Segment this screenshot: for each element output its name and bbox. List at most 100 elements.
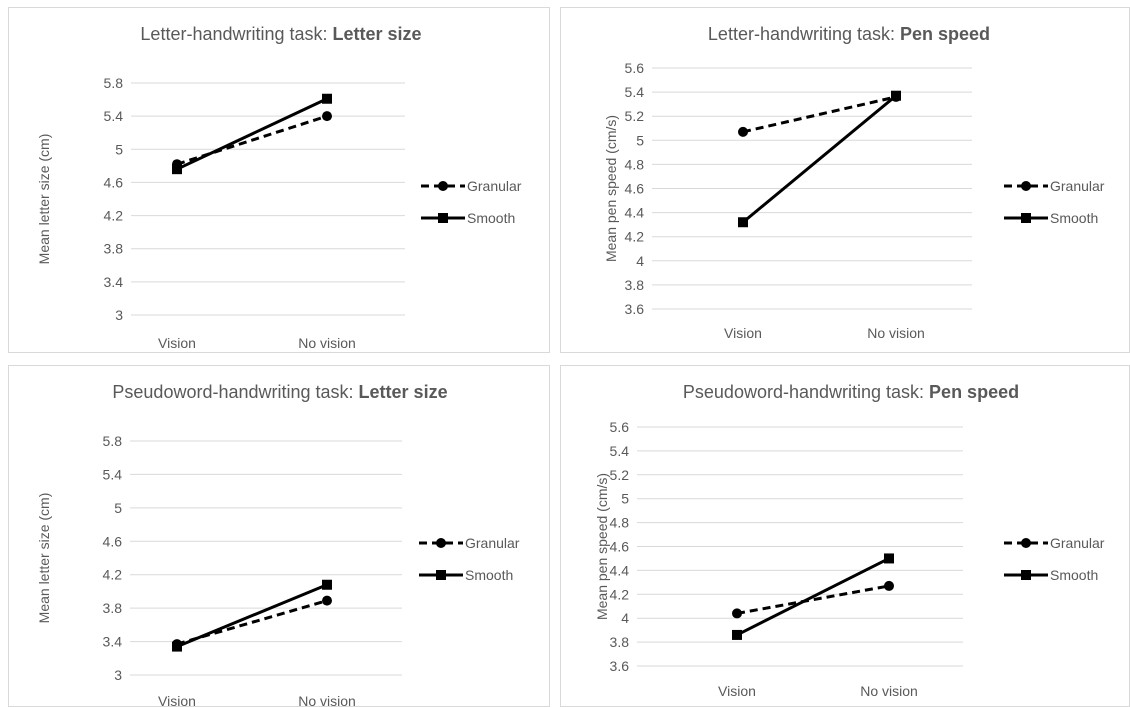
y-axis-label: Mean letter size (cm) [36, 134, 52, 265]
y-tick-label: 5 [621, 491, 629, 507]
y-tick-label: 5.4 [625, 84, 645, 100]
chart-title: Letter-handwriting task: Letter size [140, 24, 421, 44]
series-line-smooth [742, 94, 897, 224]
data-point-granular [322, 595, 332, 606]
legend-marker-granular [436, 538, 446, 548]
y-tick-label: 5.4 [610, 443, 630, 459]
chart-panel-letter-size-letter-task: Letter-handwriting task: Letter size 3 3.4… [8, 7, 550, 353]
y-tick-label: 5.2 [610, 467, 630, 483]
legend-marker-smooth [438, 213, 448, 223]
y-tick-label: 4 [636, 253, 644, 269]
y-tick-label: 5.4 [104, 108, 124, 124]
chart-title-prefix: Letter-handwriting task: [140, 24, 332, 44]
y-tick-label: 3 [115, 307, 123, 323]
chart-title-prefix: Letter-handwriting task: [708, 24, 900, 44]
chart-panel-pen-speed-letter-task: Letter-handwriting task: Pen speed 3.6 3.8… [560, 7, 1130, 353]
x-tick-label: Vision [158, 693, 196, 707]
legend-marker-granular [438, 181, 448, 191]
y-tick-label: 4.4 [610, 562, 630, 578]
x-tick-label: Vision [158, 335, 196, 351]
chart-title: Pseudoword-handwriting task: Letter size [112, 382, 447, 402]
y-tick-label: 4.8 [610, 515, 630, 531]
data-point-smooth [172, 641, 182, 652]
chart-title-bold: Pen speed [929, 382, 1019, 402]
legend-label-granular: Granular [1050, 535, 1105, 551]
legend-label-granular: Granular [1050, 178, 1105, 194]
data-point-smooth [172, 164, 182, 175]
y-tick-label: 3.6 [625, 301, 645, 317]
data-point-granular [738, 126, 748, 137]
legend-marker-smooth [1021, 213, 1031, 223]
series-line-granular [736, 584, 890, 615]
legend-label-smooth: Smooth [1050, 210, 1098, 226]
series-line-smooth [736, 557, 890, 637]
data-point-smooth [732, 629, 742, 640]
x-tick-label: Vision [724, 325, 762, 341]
y-tick-label: 4.2 [625, 229, 645, 245]
y-axis-label: Mean letter size (cm) [36, 493, 52, 624]
chart-panel-pen-speed-pseudoword-task: Pseudoword-handwriting task: Pen speed 3.… [560, 365, 1130, 707]
x-tick-label: No vision [298, 335, 356, 351]
y-tick-label: 4.2 [103, 567, 123, 583]
y-tick-label: 3.8 [625, 277, 645, 293]
y-tick-label: 5.6 [610, 419, 630, 435]
legend-marker-granular [1021, 538, 1031, 548]
chart-title-prefix: Pseudoword-handwriting task: [112, 382, 358, 402]
y-tick-label: 4.2 [610, 586, 630, 602]
series-line-smooth [176, 97, 328, 171]
y-tick-label: 5.8 [103, 433, 123, 449]
y-tick-label: 4.6 [104, 174, 124, 190]
y-tick-label: 4.8 [625, 156, 645, 172]
y-tick-label: 5 [636, 132, 644, 148]
chart-svg: Letter-handwriting task: Letter size 3 3.4… [36, 24, 522, 351]
legend-marker-smooth [436, 570, 446, 580]
y-tick-label: 3.8 [104, 241, 124, 257]
chart-svg: Pseudoword-handwriting task: Letter size… [36, 382, 520, 707]
data-point-smooth [738, 217, 748, 228]
legend-marker-granular [1021, 181, 1031, 191]
y-tick-label: 3.4 [103, 634, 123, 650]
chart-title-bold: Letter size [359, 382, 448, 402]
y-tick-label: 5.8 [104, 75, 124, 91]
y-tick-label: 4.6 [103, 533, 123, 549]
x-tick-label: No vision [860, 683, 918, 699]
y-tick-label: 5.6 [625, 60, 645, 76]
y-tick-label: 5.4 [103, 466, 123, 482]
legend-label-smooth: Smooth [467, 210, 515, 226]
y-tick-label: 5 [114, 500, 122, 516]
chart-title: Pseudoword-handwriting task: Pen speed [683, 382, 1019, 402]
legend-label-smooth: Smooth [1050, 567, 1098, 583]
x-tick-label: Vision [718, 683, 756, 699]
y-tick-label: 4 [621, 610, 629, 626]
x-tick-label: No vision [867, 325, 925, 341]
data-point-smooth [322, 93, 332, 104]
chart-svg: Pseudoword-handwriting task: Pen speed 3.… [594, 382, 1105, 699]
chart-panel-letter-size-pseudoword-task: Pseudoword-handwriting task: Letter size… [8, 365, 550, 707]
y-axis-label: Mean pen speed (cm/s) [603, 115, 619, 262]
y-tick-label: 4.2 [104, 208, 124, 224]
legend-marker-smooth [1021, 570, 1031, 580]
legend-label-granular: Granular [465, 535, 520, 551]
y-tick-label: 5 [115, 141, 123, 157]
y-axis-label: Mean pen speed (cm/s) [594, 473, 610, 620]
data-point-smooth [322, 579, 332, 590]
y-tick-label: 4.6 [610, 539, 630, 555]
series-line-granular [742, 95, 897, 134]
data-point-granular [884, 580, 894, 591]
y-tick-label: 4.6 [625, 181, 645, 197]
y-tick-label: 5.2 [625, 108, 645, 124]
data-point-smooth [884, 553, 894, 564]
y-tick-label: 3.8 [103, 600, 123, 616]
legend-label-smooth: Smooth [465, 567, 513, 583]
chart-title-prefix: Pseudoword-handwriting task: [683, 382, 929, 402]
y-tick-label: 3.4 [104, 274, 124, 290]
legend-label-granular: Granular [467, 178, 522, 194]
data-point-smooth [891, 90, 901, 101]
y-tick-label: 3.6 [610, 658, 630, 674]
chart-title-bold: Letter size [333, 24, 422, 44]
chart-title: Letter-handwriting task: Pen speed [708, 24, 990, 44]
data-point-granular [322, 111, 332, 122]
y-tick-label: 4.4 [625, 205, 645, 221]
y-tick-label: 3 [114, 667, 122, 683]
data-point-granular [732, 608, 742, 619]
